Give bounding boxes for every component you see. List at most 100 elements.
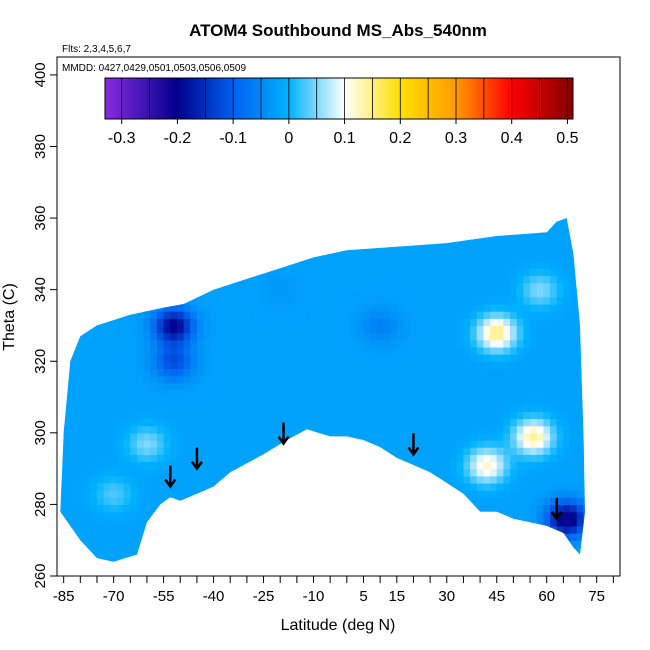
heatmap-cell [96,346,105,355]
heatmap-cell [150,303,158,312]
heatmap-cell [330,225,338,233]
heatmap-cell [210,525,218,534]
heatmap-cell [230,332,238,341]
heatmap-cell [136,554,145,562]
heatmap-cell [550,339,558,348]
heatmap-cell [423,375,431,384]
heatmap-cell [570,382,578,391]
heatmap-cell [450,461,458,470]
heatmap-cell [530,468,538,477]
heatmap-cell [410,482,418,491]
heatmap-cell [436,418,445,427]
heatmap-cell [556,346,564,355]
heatmap-cell [510,432,518,441]
heatmap-cell [183,275,191,284]
heatmap-cell [170,382,178,391]
heatmap-cell [570,296,578,305]
heatmap-cell [450,246,458,255]
heatmap-cell [416,511,425,520]
heatmap-cell [236,368,245,377]
heatmap-cell [76,246,85,255]
heatmap-cell [283,511,291,520]
heatmap-cell [483,289,491,298]
heatmap-cell [270,490,278,498]
heatmap-cell [330,282,338,291]
heatmap-cell [136,511,145,520]
heatmap-cell [156,282,165,291]
heatmap-cell [236,454,245,463]
heatmap-cell [250,511,258,520]
heatmap-cell [343,397,351,405]
heatmap-cell [76,468,85,477]
heatmap-cell [376,332,385,341]
heatmap-cell [530,525,538,534]
heatmap-cell [536,490,544,498]
heatmap-cell [450,311,458,319]
heatmap-cell [470,246,478,255]
heatmap-cell [576,246,584,255]
heatmap-cell [256,232,265,241]
heatmap-cell [210,339,218,348]
heatmap-cell [463,382,471,391]
heatmap-cell [443,432,451,441]
heatmap-cell [570,397,578,405]
heatmap-cell [430,432,438,441]
heatmap-cell [450,533,458,541]
heatmap-cell [310,461,318,470]
heatmap-cell [550,475,558,484]
heatmap-cell [103,518,111,527]
heatmap-cell [283,547,291,556]
heatmap-cell [316,554,325,562]
heatmap-cell [476,404,485,412]
heatmap-cell [263,246,271,255]
x-tick-label: 60 [538,588,555,605]
heatmap-cell [143,389,151,398]
heatmap-cell [150,261,158,269]
heatmap-cell [563,382,571,391]
heatmap-cell [516,218,524,219]
heatmap-cell [190,475,198,484]
heatmap-cell [350,468,358,477]
heatmap-cell [283,411,291,420]
heatmap-cell [390,540,398,548]
heatmap-cell [356,253,365,262]
heatmap-cell [250,540,258,548]
heatmap-cell [196,468,205,477]
heatmap-cell [416,482,425,491]
heatmap-cell [216,311,225,319]
heatmap-cell [443,375,451,384]
heatmap-cell [270,325,278,334]
heatmap-cell [336,354,345,362]
heatmap-cell [236,239,245,248]
heatmap-cell [390,232,398,241]
heatmap-cell [543,225,551,233]
heatmap-cell [410,511,418,520]
heatmap-cell [190,561,198,562]
heatmap-cell [60,246,65,255]
heatmap-cell [423,332,431,341]
chart-title: ATOM4 Southbound MS_Abs_540nm [189,21,487,40]
heatmap-cell [123,368,131,377]
heatmap-cell [530,382,538,391]
heatmap-cell [156,411,165,420]
heatmap-cell [330,518,338,527]
heatmap-cell [296,418,305,427]
heatmap-cell [136,339,145,348]
heatmap-cell [230,325,238,334]
heatmap-cell [416,282,425,291]
heatmap-cell [476,339,485,348]
heatmap-cell [570,411,578,420]
heatmap-cell [430,475,438,484]
heatmap-cell [496,218,504,226]
heatmap-cell [536,439,544,448]
heatmap-cell [436,318,445,327]
heatmap-cell [216,346,225,355]
heatmap-cell [403,339,411,348]
heatmap-cell [303,490,311,498]
heatmap-cell [230,518,238,527]
heatmap-cell [63,475,71,484]
heatmap-cell [60,461,65,470]
heatmap-cell [223,375,231,384]
heatmap-cell [490,382,498,391]
heatmap-cell [396,246,405,255]
